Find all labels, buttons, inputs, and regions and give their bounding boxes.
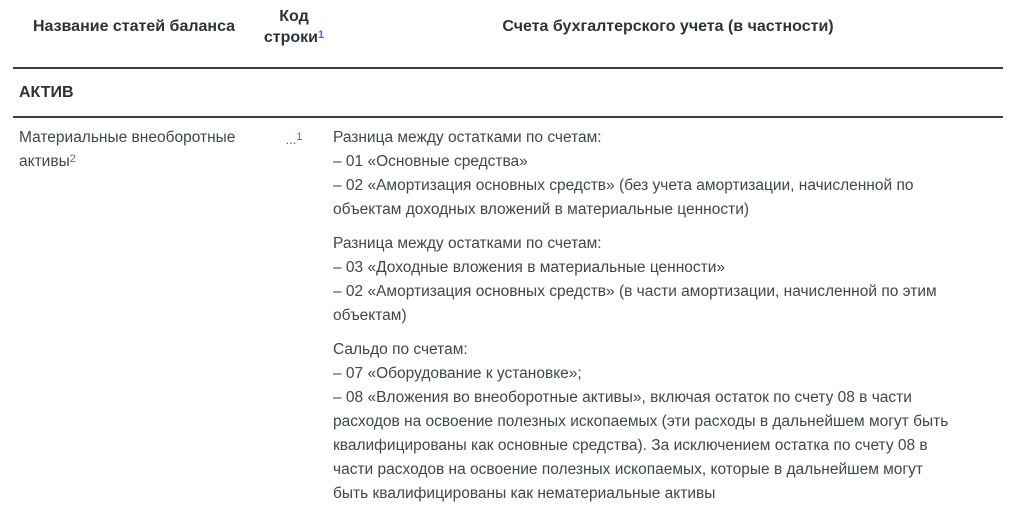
accounts-paragraph-1: Разница между остатками по счетам: – 01 …	[333, 126, 953, 222]
accounts-intro: Разница между остатками по счетам:	[333, 129, 602, 146]
column-header-article-name-label: Название статей баланса	[32, 18, 236, 35]
cell-line-code: ...1	[255, 126, 333, 506]
section-title: АКТИВ	[19, 83, 74, 101]
article-name-text: Материальные внеоборотные активы	[19, 129, 236, 170]
column-header-article-name: Название статей баланса	[13, 16, 255, 51]
column-header-accounts: Счета бухгалтерского учета (в частности)	[333, 16, 1003, 51]
accounts-intro: Сальдо по счетам:	[333, 341, 468, 358]
column-header-line-code-label: Код строки	[263, 7, 318, 46]
accounts-paragraph-2: Разница между остатками по счетам: – 03 …	[333, 232, 953, 328]
cell-article-name: Материальные внеоборотные активы2	[13, 126, 255, 506]
footnote-2-link[interactable]: 2	[69, 153, 76, 166]
accounts-item: – 07 «Оборудование к установке»;	[333, 365, 582, 382]
cell-accounts: Разница между остатками по счетам: – 01 …	[333, 126, 1003, 506]
accounts-intro: Разница между остатками по счетам:	[333, 235, 602, 252]
column-header-line-code: Код строки1	[255, 6, 333, 62]
accounts-item: – 08 «Вложения во внеоборотные активы», …	[333, 389, 949, 502]
accounts-item: – 03 «Доходные вложения в материальные ц…	[333, 259, 726, 276]
table-row: Материальные внеоборотные активы2 ...1 Р…	[13, 118, 1003, 506]
accounts-item: – 02 «Амортизация основных средств» (без…	[333, 177, 914, 218]
line-code-text: ...	[285, 132, 297, 147]
accounts-item: – 01 «Основные средства»	[333, 153, 528, 170]
section-row-aktiv: АКТИВ	[13, 69, 1003, 118]
balance-table: Название статей баланса Код строки1 Счет…	[13, 0, 1003, 506]
accounts-paragraph-3: Сальдо по счетам: – 07 «Оборудование к у…	[333, 338, 953, 506]
accounts-item: – 02 «Амортизация основных средств» (в ч…	[333, 283, 937, 324]
footnote-1-link[interactable]: 1	[318, 28, 325, 41]
column-header-accounts-label: Счета бухгалтерского учета (в частности)	[502, 18, 834, 35]
table-header-row: Название статей баланса Код строки1 Счет…	[13, 0, 1003, 69]
footnote-1-link-cell[interactable]: 1	[296, 131, 303, 144]
